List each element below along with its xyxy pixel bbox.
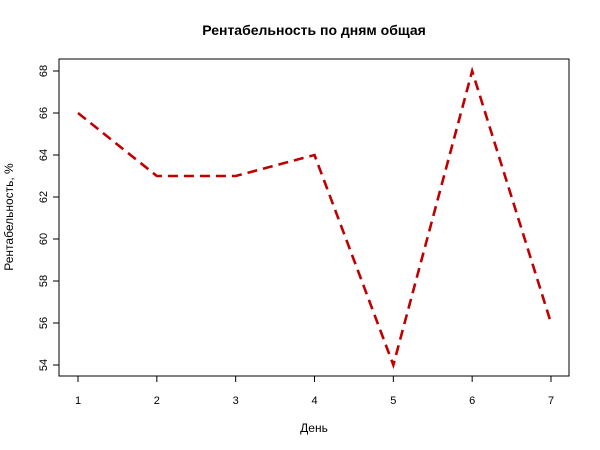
y-tick-label: 68 xyxy=(38,65,50,77)
y-tick-label: 56 xyxy=(38,317,50,329)
series-group xyxy=(77,66,553,370)
x-tick-label: 2 xyxy=(154,395,160,407)
x-tick-label: 3 xyxy=(233,395,239,407)
y-axis-label: Рентабельность, % xyxy=(2,163,16,271)
chart-title: Рентабельность по дням общая xyxy=(202,22,426,38)
x-tick-label: 1 xyxy=(75,395,81,407)
x-axis-label: День xyxy=(300,421,328,435)
series-line-0 xyxy=(77,66,553,370)
y-tick-label: 54 xyxy=(38,359,50,371)
y-tick-label: 60 xyxy=(38,233,50,245)
y-tick-label: 62 xyxy=(38,191,50,203)
x-tick-label: 4 xyxy=(311,395,317,407)
y-tick-label: 66 xyxy=(38,107,50,119)
x-tick-label: 7 xyxy=(548,395,554,407)
y-tick-label: 58 xyxy=(38,275,50,287)
x-tick-label: 6 xyxy=(469,395,475,407)
y-axis: 54 56 58 60 62 64 66 68 xyxy=(38,65,60,371)
x-tick-label: 5 xyxy=(390,395,396,407)
y-tick-label: 64 xyxy=(38,149,50,161)
x-axis: 1 2 3 4 5 6 7 xyxy=(75,375,554,407)
plot-frame xyxy=(58,58,570,377)
